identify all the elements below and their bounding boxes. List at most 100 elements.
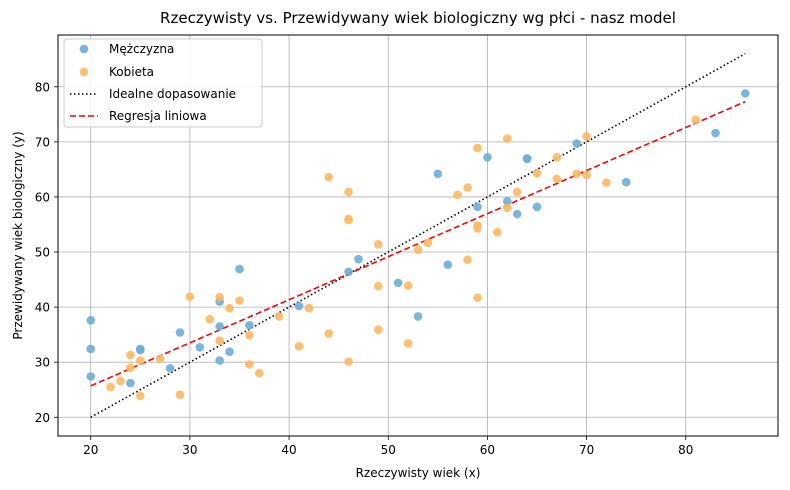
legend-label-male: Mężczyzna	[109, 42, 174, 56]
female-point	[572, 169, 581, 179]
male-point	[621, 177, 631, 187]
male-point	[711, 128, 720, 138]
x-tick-label: 60	[480, 443, 495, 457]
female-point	[374, 240, 383, 249]
female-point	[205, 314, 215, 324]
male-point	[473, 202, 482, 212]
legend-box	[63, 38, 263, 128]
female-point	[582, 132, 591, 141]
chart-title: Rzeczywisty vs. Przewidywany wiek biolog…	[160, 9, 676, 27]
male-point	[483, 152, 492, 162]
female-point	[255, 368, 264, 378]
female-point	[502, 203, 512, 213]
female-point	[473, 293, 482, 303]
male-point	[393, 278, 403, 288]
male-point	[413, 312, 423, 321]
male-point	[215, 322, 224, 331]
female-point	[532, 168, 542, 178]
male-point	[354, 254, 363, 264]
y-tick-label: 20	[35, 411, 50, 425]
female-point	[245, 360, 254, 369]
y-tick-label: 40	[35, 301, 50, 315]
female-point	[155, 354, 165, 364]
female-point	[552, 152, 562, 162]
female-point	[215, 292, 224, 302]
male-point	[175, 328, 185, 337]
female-point	[552, 174, 562, 184]
female-point	[602, 178, 611, 187]
y-axis-label: Przewidywany wiek biologiczny (y)	[11, 131, 25, 339]
reference-lines	[90, 53, 746, 418]
female-point	[324, 172, 334, 182]
female-point	[344, 357, 353, 366]
female-point	[185, 292, 195, 301]
female-point	[225, 303, 234, 313]
male-point	[443, 260, 453, 269]
male-point	[433, 169, 443, 179]
male-point	[86, 316, 96, 325]
male-point	[740, 89, 750, 98]
female-point	[215, 336, 224, 346]
female-point	[473, 143, 482, 153]
female-point	[324, 329, 334, 338]
female-point	[502, 134, 512, 143]
male-point	[195, 343, 205, 352]
female-point	[473, 224, 482, 233]
legend: Mężczyzna Kobieta Idealne dopasowanie Re…	[63, 38, 263, 128]
y-tick-label: 50	[35, 246, 50, 260]
male-point	[165, 363, 175, 373]
x-tick-label: 40	[281, 443, 296, 457]
female-point	[126, 363, 135, 372]
male-point	[136, 344, 145, 354]
male-point	[225, 347, 234, 357]
female-point	[116, 376, 125, 386]
female-point	[493, 227, 502, 237]
grid	[58, 35, 778, 436]
female-point	[175, 390, 185, 399]
x-tick-label: 80	[678, 443, 693, 457]
legend-marker-male	[79, 44, 89, 54]
female-point	[344, 187, 353, 197]
female-point	[512, 187, 522, 197]
male-point	[502, 197, 512, 206]
y-tick-label: 60	[35, 190, 50, 204]
female-point	[582, 170, 591, 180]
legend-marker-female	[79, 67, 89, 77]
female-point	[235, 296, 244, 305]
male-point	[512, 209, 522, 219]
y-axis: 20 30 40 50 60 70 80	[35, 80, 58, 425]
scatter-points	[86, 89, 750, 401]
male-point	[86, 372, 96, 381]
x-axis: 20 30 40 50 60 70 80	[83, 436, 693, 457]
female-point	[344, 215, 353, 225]
female-point	[403, 281, 413, 290]
male-point	[572, 139, 581, 148]
regression-line	[90, 100, 746, 387]
legend-label-ideal: Idealne dopasowanie	[109, 87, 236, 101]
y-tick-label: 70	[35, 135, 50, 149]
male-point	[235, 264, 244, 274]
male-point	[245, 320, 254, 330]
female-point	[463, 255, 472, 265]
female-point	[245, 330, 254, 340]
x-tick-label: 70	[579, 443, 594, 457]
male-point	[344, 267, 353, 277]
x-axis-label: Rzeczywisty wiek (x)	[356, 466, 481, 480]
female-point	[304, 303, 314, 313]
female-point	[106, 382, 115, 392]
female-point	[463, 183, 472, 192]
legend-label-regression: Regresja liniowa	[109, 109, 207, 123]
x-tick-label: 20	[83, 443, 98, 457]
female-point	[136, 356, 145, 365]
male-point	[522, 154, 532, 163]
y-tick-label: 80	[35, 80, 50, 94]
female-point	[374, 281, 383, 291]
x-tick-label: 50	[381, 443, 396, 457]
y-tick-label: 30	[35, 356, 50, 370]
female-point	[413, 245, 423, 255]
female-point	[126, 350, 135, 360]
female-point	[294, 341, 304, 351]
female-point	[374, 325, 383, 334]
plot-area	[57, 34, 779, 437]
